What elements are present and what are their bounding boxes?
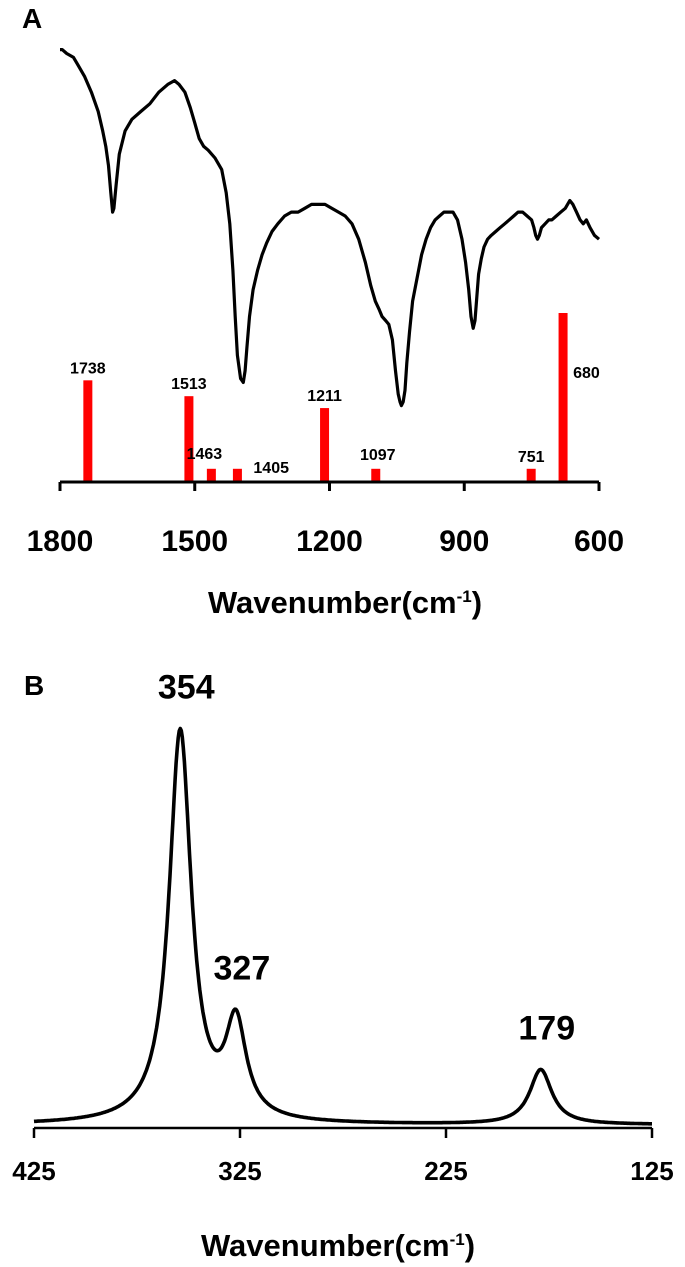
tick-label-1500: 1500 [161,525,228,558]
x-axis-title-b-close: ) [465,1228,475,1263]
x-ticks-b: 425 325 225 125 [12,1128,674,1186]
bar-1097 [371,468,381,482]
bar-1463 [206,468,216,482]
bar-751 [526,468,536,482]
tick-label-900: 900 [439,525,489,558]
x-axis-title-b-sup: -1 [450,1230,465,1249]
bar-label-751: 751 [518,449,545,466]
bar-1405 [232,468,242,482]
bar-label-1513: 1513 [171,376,207,393]
panel-a: A 1738 1513 1463 1405 1211 1097 751 680 1800 150… [22,3,624,620]
bar-label-1738: 1738 [70,360,106,377]
peak-label-179: 179 [518,1009,575,1047]
tick-label-425: 425 [12,1156,55,1186]
tick-label-1800: 1800 [27,525,94,558]
bar-label-1097: 1097 [360,447,396,464]
x-axis-title-a-text: Wavenumber(cm [208,585,457,620]
tick-label-225: 225 [424,1156,467,1186]
peak-labels-b: 354 327 179 [158,668,575,1047]
bar-label-1463: 1463 [187,446,223,463]
x-axis-title-a-close: ) [472,585,482,620]
bar-layer: 1738 1513 1463 1405 1211 1097 751 680 [70,313,600,482]
x-axis-title-a-sup: -1 [457,587,472,606]
panel-b: B 425 325 225 125 354 327 179 Wavenumber(cm-1… [12,668,673,1263]
ir-spectrum-line [60,48,601,408]
raman-spectrum-line [33,726,653,1126]
x-ticks-a: 1800 1500 1200 900 600 [27,482,624,558]
x-axis-title-b: Wavenumber(cm-1) [201,1228,475,1263]
peak-label-327: 327 [214,949,271,987]
panel-label-a: A [22,3,42,34]
bar-1738 [83,380,93,482]
bar-1513 [184,396,194,482]
tick-label-325: 325 [218,1156,261,1186]
tick-label-125: 125 [630,1156,673,1186]
panel-label-b: B [24,670,44,701]
bar-label-1211: 1211 [307,388,342,405]
bar-1211 [320,408,330,482]
bar-680 [558,313,568,482]
bar-label-1405: 1405 [253,460,289,477]
peak-label-354: 354 [158,668,215,706]
x-axis-title-b-text: Wavenumber(cm [201,1228,450,1263]
bar-label-680: 680 [573,365,600,382]
tick-label-600: 600 [574,525,624,558]
x-axis-title-a: Wavenumber(cm-1) [208,585,482,620]
tick-label-1200: 1200 [296,525,363,558]
